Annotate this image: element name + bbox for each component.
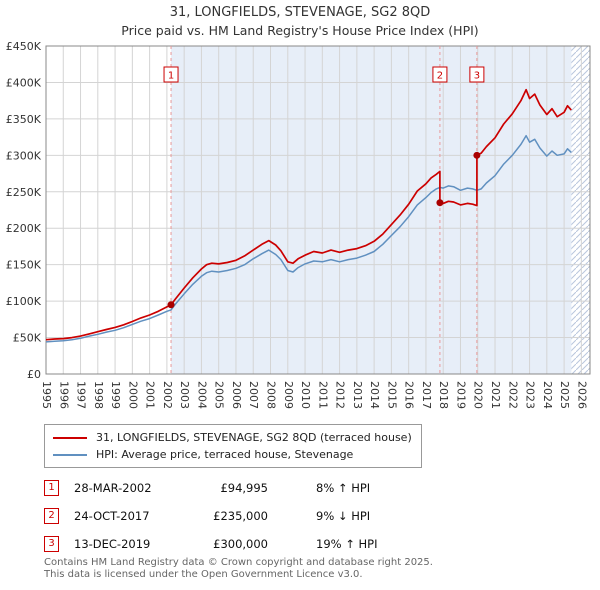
transaction-date: 28-MAR-2002	[74, 481, 152, 495]
footer-line-1: Contains HM Land Registry data © Crown c…	[44, 557, 433, 568]
transaction-price: £300,000	[213, 537, 268, 551]
svg-text:£400K: £400K	[6, 76, 42, 89]
svg-text:2024: 2024	[541, 381, 554, 409]
svg-text:2006: 2006	[230, 381, 243, 409]
svg-text:2001: 2001	[144, 381, 157, 409]
future-hatch-region	[571, 46, 590, 374]
price-paid-line	[45, 88, 572, 341]
legend-entry-property: 31, LONGFIELDS, STEVENAGE, SG2 8QD (terr…	[53, 429, 413, 446]
table-row: 1 28-MAR-2002 £94,995 8% ↑ HPI	[44, 474, 589, 502]
footer-line-2: This data is licensed under the Open Gov…	[44, 569, 363, 581]
grid	[45, 45, 590, 375]
svg-text:2021: 2021	[489, 381, 502, 409]
legend-swatch	[53, 453, 87, 456]
transactions-table: 1 28-MAR-2002 £94,995 8% ↑ HPI 2 24-OCT-…	[44, 474, 589, 558]
y-axis-labels: £0 £50K £100K £150K £200K £250K £300K £350K £400…	[6, 40, 42, 381]
sale-number-boxes: 1 2 3	[163, 66, 485, 83]
svg-text:2012: 2012	[334, 381, 347, 409]
transaction-hpi-delta: 9% ↓ HPI	[316, 509, 371, 523]
svg-text:£50K: £50K	[13, 332, 42, 345]
legend-label-hpi: HPI: Average price, terraced house, Stev…	[96, 448, 354, 461]
chart-subtitle: Price paid vs. HM Land Registry's House …	[121, 23, 479, 38]
transaction-price: £94,995	[220, 481, 268, 495]
svg-text:2007: 2007	[247, 381, 260, 409]
svg-text:2018: 2018	[437, 381, 450, 409]
x-axis-labels: 1995 1996 1997 1998 1999 2000 2001 2002 2003 2004…	[40, 381, 588, 409]
svg-text:£300K: £300K	[6, 149, 42, 162]
svg-text:1: 1	[168, 71, 174, 82]
svg-text:2022: 2022	[506, 381, 519, 409]
svg-text:£450K: £450K	[6, 40, 42, 53]
transaction-price: £235,000	[213, 509, 268, 523]
svg-text:2023: 2023	[524, 381, 537, 409]
chart-legend: 31, LONGFIELDS, STEVENAGE, SG2 8QD (terr…	[44, 424, 422, 468]
svg-text:2008: 2008	[265, 381, 278, 409]
svg-text:£0: £0	[27, 368, 41, 381]
transaction-hpi-delta: 8% ↑ HPI	[316, 481, 371, 495]
svg-text:2017: 2017	[420, 381, 433, 409]
transaction-marker: 2	[44, 508, 59, 524]
svg-text:2003: 2003	[178, 381, 191, 409]
svg-text:2016: 2016	[403, 381, 416, 409]
svg-text:2000: 2000	[126, 381, 139, 409]
sale-lines	[170, 46, 478, 374]
ownership-shaded-region	[171, 46, 591, 374]
svg-text:2010: 2010	[299, 381, 312, 409]
svg-text:1999: 1999	[109, 381, 122, 409]
transaction-date: 13-DEC-2019	[74, 537, 151, 551]
table-row: 2 24-OCT-2017 £235,000 9% ↓ HPI	[44, 502, 589, 530]
svg-text:£100K: £100K	[6, 295, 42, 308]
transaction-hpi-delta: 19% ↑ HPI	[316, 537, 378, 551]
legend-label-property: 31, LONGFIELDS, STEVENAGE, SG2 8QD (terr…	[96, 431, 412, 444]
svg-text:3: 3	[474, 71, 480, 82]
svg-text:2004: 2004	[195, 381, 208, 409]
svg-text:2013: 2013	[351, 381, 364, 409]
transaction-marker: 3	[44, 536, 59, 552]
svg-text:£350K: £350K	[6, 113, 42, 126]
svg-text:2014: 2014	[368, 381, 381, 409]
legend-entry-hpi: HPI: Average price, terraced house, Stev…	[53, 446, 413, 463]
sale-markers	[167, 151, 481, 309]
svg-text:£200K: £200K	[6, 222, 42, 235]
svg-text:1996: 1996	[57, 381, 70, 409]
price-chart: £0 £50K £100K £150K £200K £250K £300K £350K £400…	[6, 40, 591, 409]
svg-text:2002: 2002	[161, 381, 174, 409]
svg-text:2009: 2009	[282, 381, 295, 409]
transaction-marker: 1	[44, 480, 59, 496]
svg-text:2: 2	[437, 71, 443, 82]
svg-text:2011: 2011	[316, 381, 329, 409]
table-row: 3 13-DEC-2019 £300,000 19% ↑ HPI	[44, 530, 589, 558]
svg-text:2019: 2019	[454, 381, 467, 409]
svg-text:£150K: £150K	[6, 259, 42, 272]
transaction-date: 24-OCT-2017	[74, 509, 150, 523]
svg-text:1995: 1995	[40, 381, 53, 409]
copyright-footer: Contains HM Land Registry data © Crown c…	[44, 557, 433, 581]
hpi-line	[45, 134, 572, 343]
legend-swatch	[53, 436, 87, 439]
svg-text:2015: 2015	[385, 381, 398, 409]
svg-text:1998: 1998	[92, 381, 105, 409]
svg-text:2005: 2005	[213, 381, 226, 409]
svg-text:2020: 2020	[472, 381, 485, 409]
svg-text:2025: 2025	[558, 381, 571, 409]
plot-border	[45, 45, 591, 375]
chart-title: 31, LONGFIELDS, STEVENAGE, SG2 8QD	[169, 5, 431, 20]
svg-text:1997: 1997	[75, 381, 88, 409]
svg-text:2026: 2026	[575, 381, 588, 409]
svg-text:£250K: £250K	[6, 186, 42, 199]
